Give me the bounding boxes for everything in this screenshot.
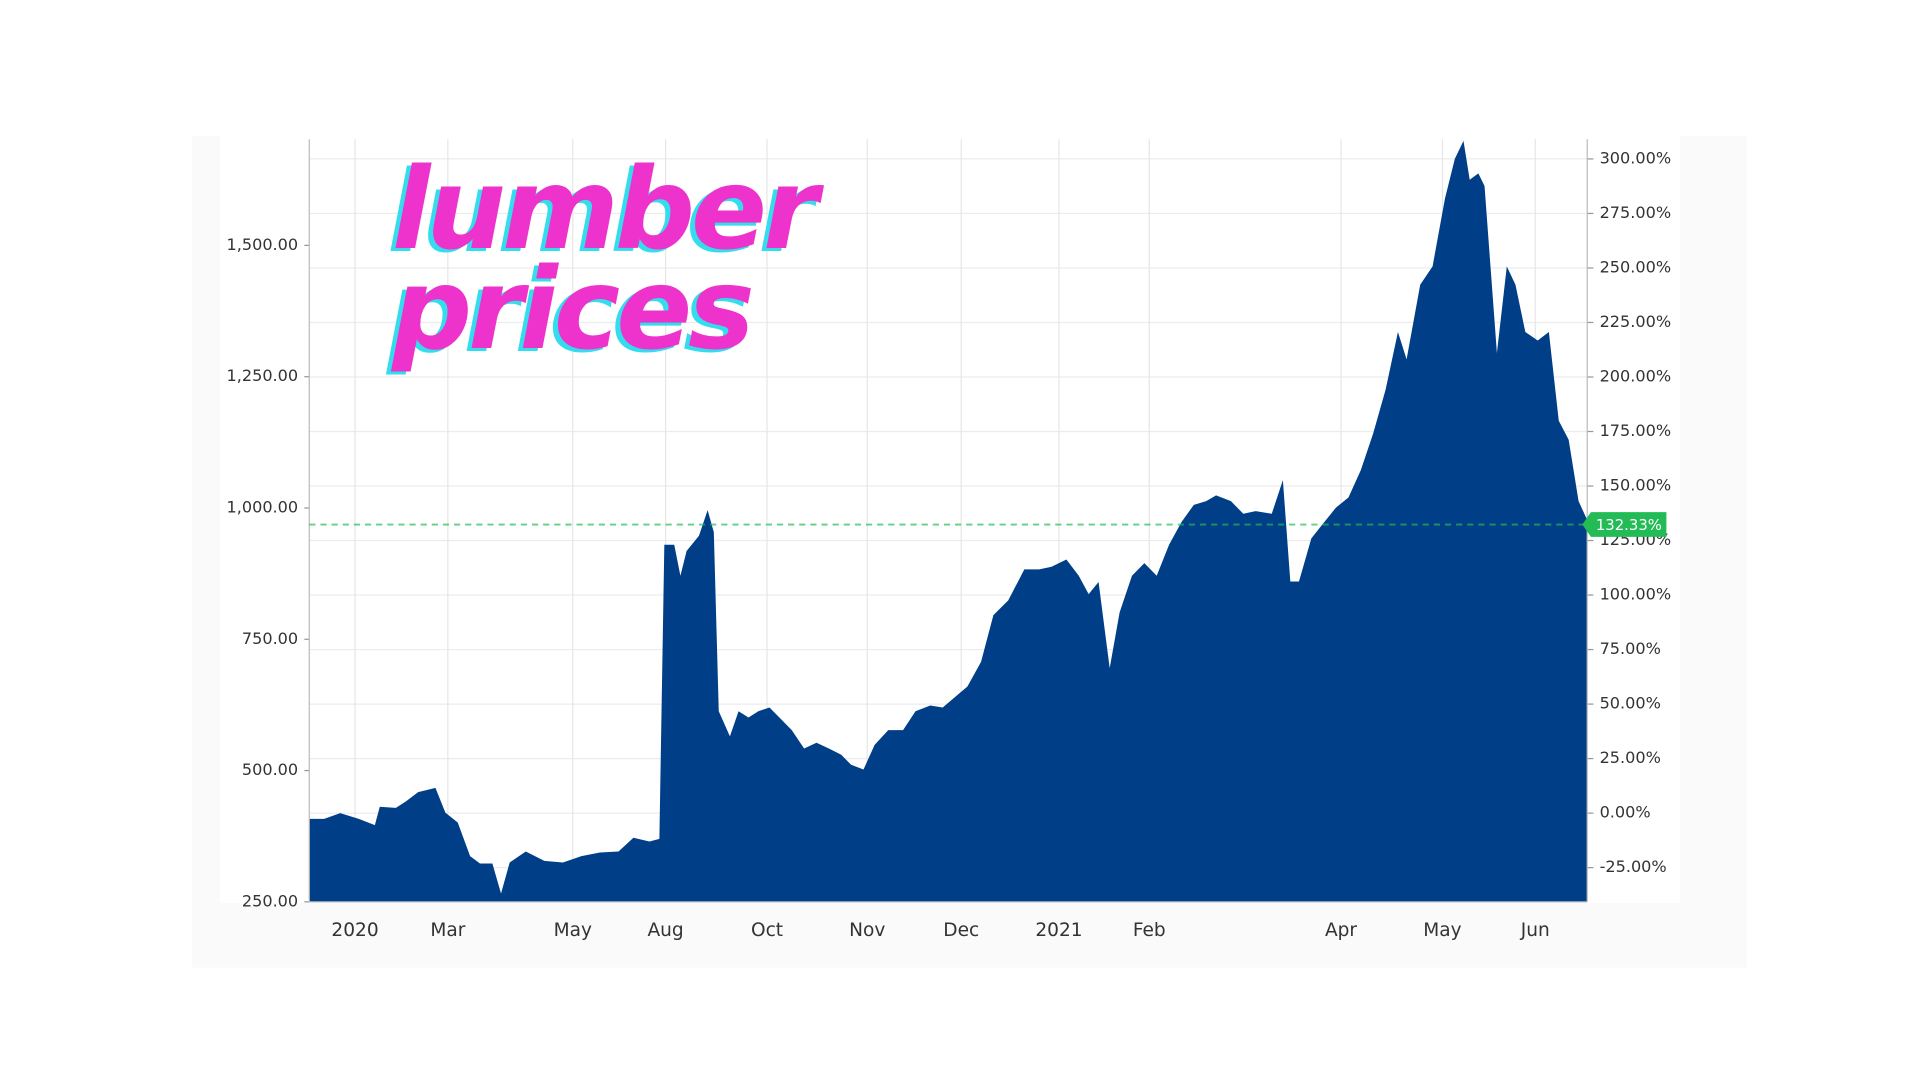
y2-tick-label: 225.00% [1600,312,1672,331]
x-tick-label: Feb [1133,920,1166,941]
y-tick-label: 500.00 [242,760,298,779]
x-tick-label: May [554,920,592,941]
x-tick-label: May [1423,920,1461,941]
x-tick-label: Jun [1520,920,1550,941]
x-tick-label: Dec [943,920,979,941]
y2-tick-label: 50.00% [1600,694,1661,713]
y2-tick-label: 100.00% [1600,585,1672,604]
y2-tick-label: 250.00% [1600,257,1672,276]
y-tick-label: 1,000.00 [227,497,299,516]
x-tick-label: Aug [647,920,683,941]
reference-marker [1582,512,1667,537]
x-tick-label: Mar [430,920,465,941]
x-tick-label: 2020 [331,920,378,941]
y-tick-label: 750.00 [242,629,298,648]
x-tick-label: 2021 [1035,920,1082,941]
y2-tick-label: -25.00% [1600,857,1667,876]
reference-label: 132.33% [1596,517,1662,534]
y-tick-label: 1,250.00 [227,366,299,385]
y2-tick-label: 150.00% [1600,476,1672,495]
chart-title: lumber prices [392,145,818,375]
x-tick-label: Oct [751,920,783,941]
y2-tick-label: 175.00% [1600,421,1672,440]
x-tick-label: Nov [849,920,885,941]
y2-tick-label: 75.00% [1600,639,1661,658]
y2-tick-label: 200.00% [1600,366,1672,385]
y2-tick-label: 0.00% [1600,803,1651,822]
area [309,140,1588,902]
y2-tick-label: 300.00% [1600,148,1672,167]
y-tick-label: 1,500.00 [227,235,299,254]
y2-tick-label: 25.00% [1600,748,1661,767]
y2-tick-label: 275.00% [1600,203,1672,222]
y-tick-label: 250.00 [242,891,298,910]
x-tick-label: Apr [1325,920,1357,941]
